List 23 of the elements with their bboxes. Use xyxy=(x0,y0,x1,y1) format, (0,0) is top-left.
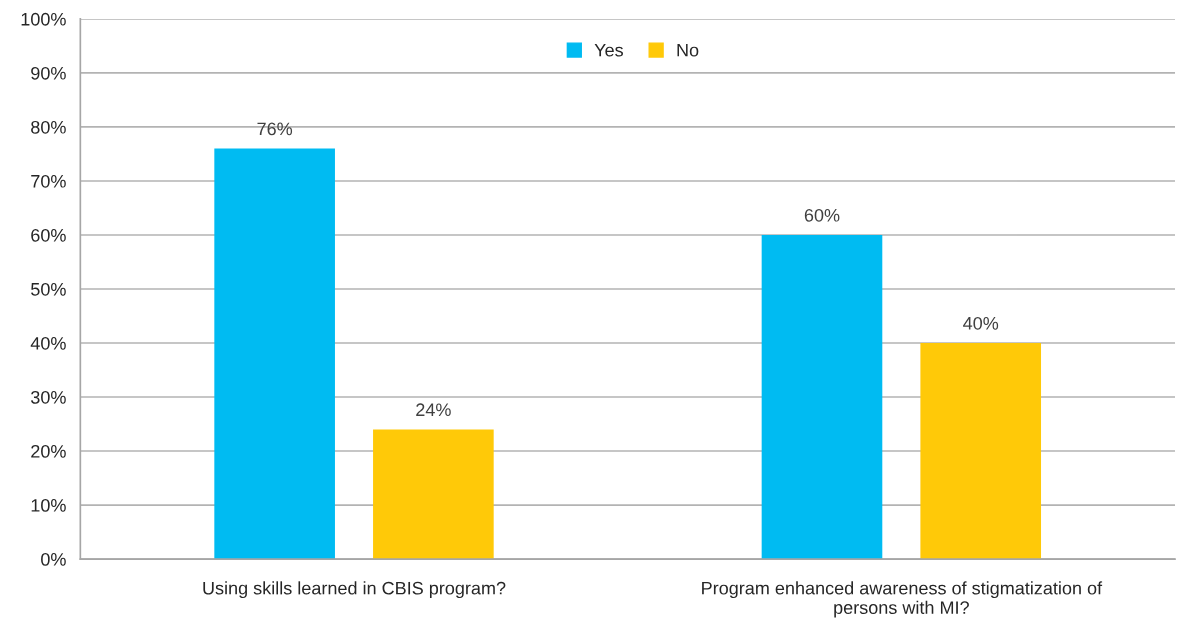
y-tick-label: 100% xyxy=(21,12,66,26)
bar xyxy=(214,148,335,560)
data-label: 76% xyxy=(257,122,293,136)
y-tick-label: 90% xyxy=(31,66,66,80)
bar xyxy=(373,429,494,560)
y-tick-label: 0% xyxy=(41,553,66,566)
legend-label: No xyxy=(677,43,699,57)
data-label: 40% xyxy=(963,316,999,330)
x-tick-label: Program enhanced awareness of stigmatization of persons with MI? xyxy=(702,581,1103,618)
bar xyxy=(920,343,1042,560)
y-tick-label: 50% xyxy=(31,282,66,296)
y-tick-label: 70% xyxy=(31,174,66,188)
y-tick-label: 60% xyxy=(31,228,66,242)
y-tick-label: 30% xyxy=(31,390,66,404)
data-label: 24% xyxy=(416,403,451,417)
x-tick-label: Using skills learned in CBIS program? xyxy=(203,581,506,599)
bar xyxy=(761,234,883,560)
legend-label: Yes xyxy=(594,43,623,57)
data-label: 60% xyxy=(804,208,840,222)
y-tick-label: 20% xyxy=(31,444,66,458)
y-tick-label: 80% xyxy=(31,120,66,134)
y-tick-label: 40% xyxy=(30,336,66,350)
y-tick-label: 10% xyxy=(31,498,66,512)
